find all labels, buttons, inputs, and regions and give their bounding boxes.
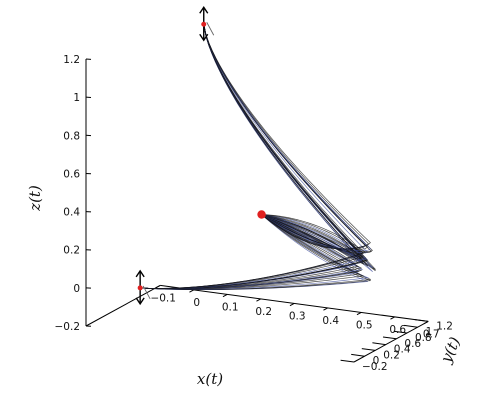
arrow-head-up [135, 269, 145, 278]
x-tick-mark [323, 307, 328, 311]
x-tick-label: 0.2 [255, 306, 272, 318]
y-tick-label: 0.2 [383, 349, 400, 361]
z-tick-label: 1 [73, 92, 80, 104]
tick-labels: −0.200.20.40.60.811.2−0.1 0 0.1 0.2 0.3 0.4 0.… [55, 54, 453, 373]
start-arrow-lower [135, 269, 151, 306]
floor-side-line [353, 320, 429, 363]
x-tick-mark [356, 311, 362, 316]
arrow-small [206, 22, 215, 36]
y-tick-mark [351, 353, 365, 357]
start-marker [137, 285, 143, 291]
x-tick-label: 0.6 [389, 324, 406, 336]
trajectory-lower [140, 214, 367, 289]
trajectory-lower [140, 214, 365, 289]
y-tick-label: −0.2 [362, 361, 388, 373]
start-marker [201, 21, 207, 27]
arrow-head-down [199, 33, 209, 42]
y-tick-label: 0 [373, 355, 380, 367]
x-tick-label: 0.3 [289, 310, 306, 322]
trajectory-lower [140, 214, 371, 290]
trajectory-lower [140, 214, 363, 290]
arrow-head-down [135, 297, 145, 306]
trajectory-upper [203, 24, 367, 250]
z-axis-label: z(t) [26, 185, 44, 212]
x-axis-label: x(t) [197, 370, 223, 388]
trajectory-lower [140, 214, 363, 290]
x-tick-mark [189, 289, 194, 293]
z-tick-label: 1.2 [63, 54, 80, 66]
y-tick-label: 0.4 [394, 344, 411, 356]
trajectory-upper [203, 24, 369, 250]
x-tick-mark [155, 284, 161, 289]
arrow-small [142, 285, 151, 300]
x-tick-mark [289, 302, 295, 307]
trajectory-lower [140, 214, 370, 290]
trajectory-upper [203, 24, 371, 250]
y-tick-label: 1.2 [436, 320, 453, 332]
x-tick-label: 0.7 [423, 328, 440, 340]
y-tick-label: 1 [426, 326, 433, 338]
x-tick-mark [390, 316, 395, 320]
x-tick-label: 0.4 [322, 315, 339, 327]
y-tick-mark [382, 336, 397, 340]
trajectory-upper [203, 24, 372, 251]
y-tick-mark [372, 342, 386, 346]
x-tick-label: −0.1 [150, 292, 176, 304]
trajectories [140, 24, 376, 291]
y-axis-label: y(t) [436, 334, 464, 366]
z-tick-label: 0.2 [63, 245, 80, 257]
trajectory-lower [140, 214, 365, 290]
y-tick-label: 0.8 [415, 332, 432, 344]
y-tick-mark [340, 359, 355, 363]
attractor-marker-inner [260, 212, 266, 219]
z-tick-label: −0.2 [55, 321, 81, 333]
trajectory-lower [140, 214, 359, 290]
y-tick-mark [404, 324, 418, 328]
z-tick-label: 0.6 [63, 168, 80, 180]
y-tick-mark [414, 319, 429, 322]
x-tick-label: 0.1 [222, 301, 239, 313]
start-arrow-upper [199, 6, 215, 42]
markers [135, 6, 266, 306]
trajectory-lower [140, 214, 367, 289]
y-tick-label: 0.6 [404, 338, 421, 350]
y-axis-line [85, 284, 161, 327]
z-tick-label: 0.8 [63, 130, 80, 142]
y-tick-mark [393, 330, 408, 334]
x-tick-mark [222, 293, 228, 298]
z-tick-label: 0.4 [63, 207, 80, 219]
x-tick-mark [256, 298, 261, 302]
z-tick-label: 0 [73, 283, 80, 295]
arrow-head-up [199, 6, 209, 14]
y-tick-mark [361, 348, 376, 351]
x-tick-label: 0 [193, 297, 200, 309]
x-tick-label: 0.5 [356, 319, 373, 331]
